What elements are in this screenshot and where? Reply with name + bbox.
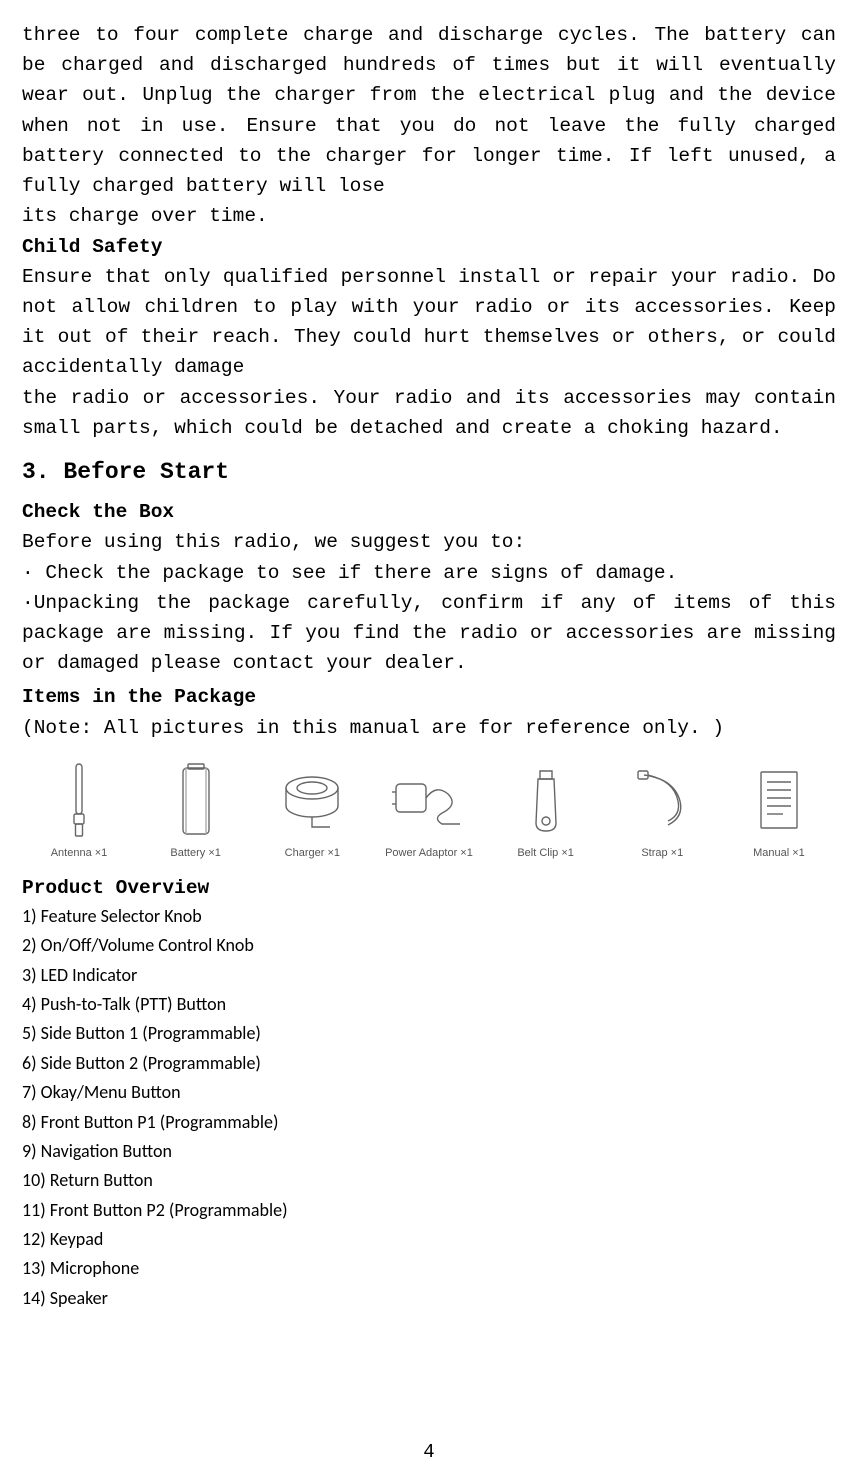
item-antenna: Antenna ×1 bbox=[24, 761, 134, 859]
check-box-bullet-1: · Check the package to see if there are … bbox=[22, 558, 836, 588]
product-overview-list: 1) Feature Selector Knob 2) On/Off/Volum… bbox=[22, 903, 836, 1312]
overview-item-3: 3) LED Indicator bbox=[22, 962, 836, 989]
item-manual: Manual ×1 bbox=[724, 761, 834, 859]
child-safety-heading: Child Safety bbox=[22, 232, 836, 262]
check-the-box-heading: Check the Box bbox=[22, 497, 836, 527]
child-safety-p1: Ensure that only qualified personnel ins… bbox=[22, 262, 836, 383]
overview-item-4: 4) Push-to-Talk (PTT) Button bbox=[22, 991, 836, 1018]
paragraph-battery-2: its charge over time. bbox=[22, 201, 836, 231]
strap-icon bbox=[632, 761, 692, 841]
antenna-icon bbox=[67, 761, 91, 841]
package-items-row: Antenna ×1 Battery ×1 Charger ×1 Power A… bbox=[22, 761, 836, 859]
check-box-intro: Before using this radio, we suggest you … bbox=[22, 527, 836, 557]
items-in-package-heading: Items in the Package bbox=[22, 682, 836, 712]
check-box-bullet-2: ·Unpacking the package carefully, confir… bbox=[22, 588, 836, 679]
belt-clip-label: Belt Clip ×1 bbox=[517, 847, 574, 859]
overview-item-1: 1) Feature Selector Knob bbox=[22, 903, 836, 930]
overview-item-11: 11) Front Button P2 (Programmable) bbox=[22, 1197, 836, 1224]
power-adaptor-label: Power Adaptor ×1 bbox=[385, 847, 473, 859]
items-note: (Note: All pictures in this manual are f… bbox=[22, 713, 836, 743]
overview-item-6: 6) Side Button 2 (Programmable) bbox=[22, 1050, 836, 1077]
antenna-label: Antenna ×1 bbox=[51, 847, 108, 859]
manual-icon bbox=[753, 761, 805, 841]
strap-label: Strap ×1 bbox=[641, 847, 683, 859]
overview-item-10: 10) Return Button bbox=[22, 1167, 836, 1194]
power-adaptor-icon bbox=[392, 761, 466, 841]
overview-item-9: 9) Navigation Button bbox=[22, 1138, 836, 1165]
paragraph-battery-1: three to four complete charge and discha… bbox=[22, 20, 836, 201]
item-strap: Strap ×1 bbox=[607, 761, 717, 859]
overview-item-13: 13) Microphone bbox=[22, 1255, 836, 1282]
overview-item-5: 5) Side Button 1 (Programmable) bbox=[22, 1020, 836, 1047]
belt-clip-icon bbox=[526, 761, 566, 841]
battery-icon bbox=[173, 761, 219, 841]
manual-label: Manual ×1 bbox=[753, 847, 805, 859]
overview-item-12: 12) Keypad bbox=[22, 1226, 836, 1253]
overview-item-2: 2) On/Off/Volume Control Knob bbox=[22, 932, 836, 959]
overview-item-7: 7) Okay/Menu Button bbox=[22, 1079, 836, 1106]
charger-icon bbox=[277, 761, 347, 841]
item-battery: Battery ×1 bbox=[141, 761, 251, 859]
item-power-adaptor: Power Adaptor ×1 bbox=[374, 761, 484, 859]
item-belt-clip: Belt Clip ×1 bbox=[491, 761, 601, 859]
product-overview-heading: Product Overview bbox=[22, 873, 836, 903]
section-3-heading: 3. Before Start bbox=[22, 459, 836, 485]
charger-label: Charger ×1 bbox=[285, 847, 340, 859]
page-number: 4 bbox=[0, 1441, 858, 1463]
overview-item-8: 8) Front Button P1 (Programmable) bbox=[22, 1109, 836, 1136]
item-charger: Charger ×1 bbox=[257, 761, 367, 859]
child-safety-p2: the radio or accessories. Your radio and… bbox=[22, 383, 836, 443]
overview-item-14: 14) Speaker bbox=[22, 1285, 836, 1312]
battery-label: Battery ×1 bbox=[170, 847, 220, 859]
